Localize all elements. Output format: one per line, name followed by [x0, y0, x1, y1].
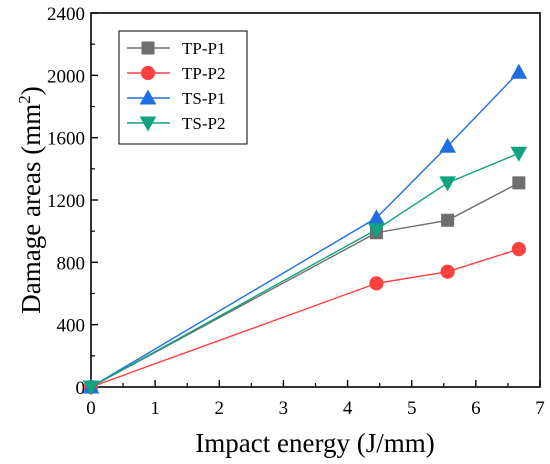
y-axis-title: Damage areas (mm2)	[15, 86, 46, 313]
series-tp-p1	[84, 176, 526, 394]
x-tick-label: 3	[279, 398, 289, 419]
x-tick-label: 1	[150, 398, 160, 419]
series-line	[90, 71, 520, 388]
legend-marker	[139, 116, 157, 132]
x-tick-label: 6	[471, 398, 481, 419]
legend-marker	[139, 89, 157, 105]
data-point	[369, 276, 384, 291]
x-tick-label: 4	[343, 398, 353, 419]
x-tick-label: 0	[86, 398, 96, 419]
legend-item: TS-P1	[127, 89, 225, 108]
y-axis-title-superscript: 2	[15, 95, 34, 104]
data-point	[511, 241, 526, 257]
x-tick-label: 2	[215, 398, 225, 419]
legend: TP-P1 TP-P2 TS-P1 TS-P2	[118, 30, 248, 145]
y-tick-label: 800	[57, 253, 86, 274]
data-point	[510, 146, 528, 162]
y-axis-title-main: Damage areas (mm	[16, 104, 46, 314]
legend-box	[118, 30, 248, 145]
legend-label: TP-P2	[182, 64, 225, 83]
legend-marker	[141, 41, 155, 55]
data-point	[439, 137, 456, 153]
x-tick-label: 7	[535, 398, 545, 419]
x-axis: 0 1 2 3 4 5 6 7	[86, 380, 545, 419]
legend-item: TP-P2	[127, 64, 225, 83]
legend-item: TP-P1	[127, 39, 225, 58]
data-point	[368, 223, 385, 239]
y-tick-label: 2000	[47, 66, 85, 87]
legend-item: TS-P2	[127, 114, 225, 133]
series-line	[90, 152, 520, 388]
y-tick-label: 0	[76, 378, 86, 399]
x-axis-title: Impact energy (J/mm)	[195, 428, 434, 458]
y-tick-label: 2400	[47, 4, 85, 25]
series-line	[90, 182, 520, 388]
series-tp-p2	[83, 241, 526, 395]
series-line	[90, 248, 520, 388]
data-point	[510, 63, 528, 79]
legend-label: TP-P1	[182, 39, 225, 58]
y-axis: 0 400 800 1200 1600 2000 2400	[47, 4, 98, 399]
legend-label: TS-P1	[182, 89, 225, 108]
legend-marker	[140, 65, 156, 81]
y-tick-label: 1200	[47, 191, 85, 212]
series-layer	[82, 63, 528, 396]
data-point	[439, 176, 456, 192]
data-point	[82, 380, 100, 396]
legend-label: TS-P2	[182, 114, 225, 133]
y-tick-label: 1600	[47, 129, 85, 150]
data-point	[440, 264, 455, 279]
data-point	[512, 176, 526, 190]
y-tick-label: 400	[57, 316, 86, 337]
y-axis-title-close: )	[16, 86, 46, 95]
data-point	[441, 213, 455, 227]
series-ts-p2	[82, 146, 528, 396]
x-tick-label: 5	[407, 398, 417, 419]
